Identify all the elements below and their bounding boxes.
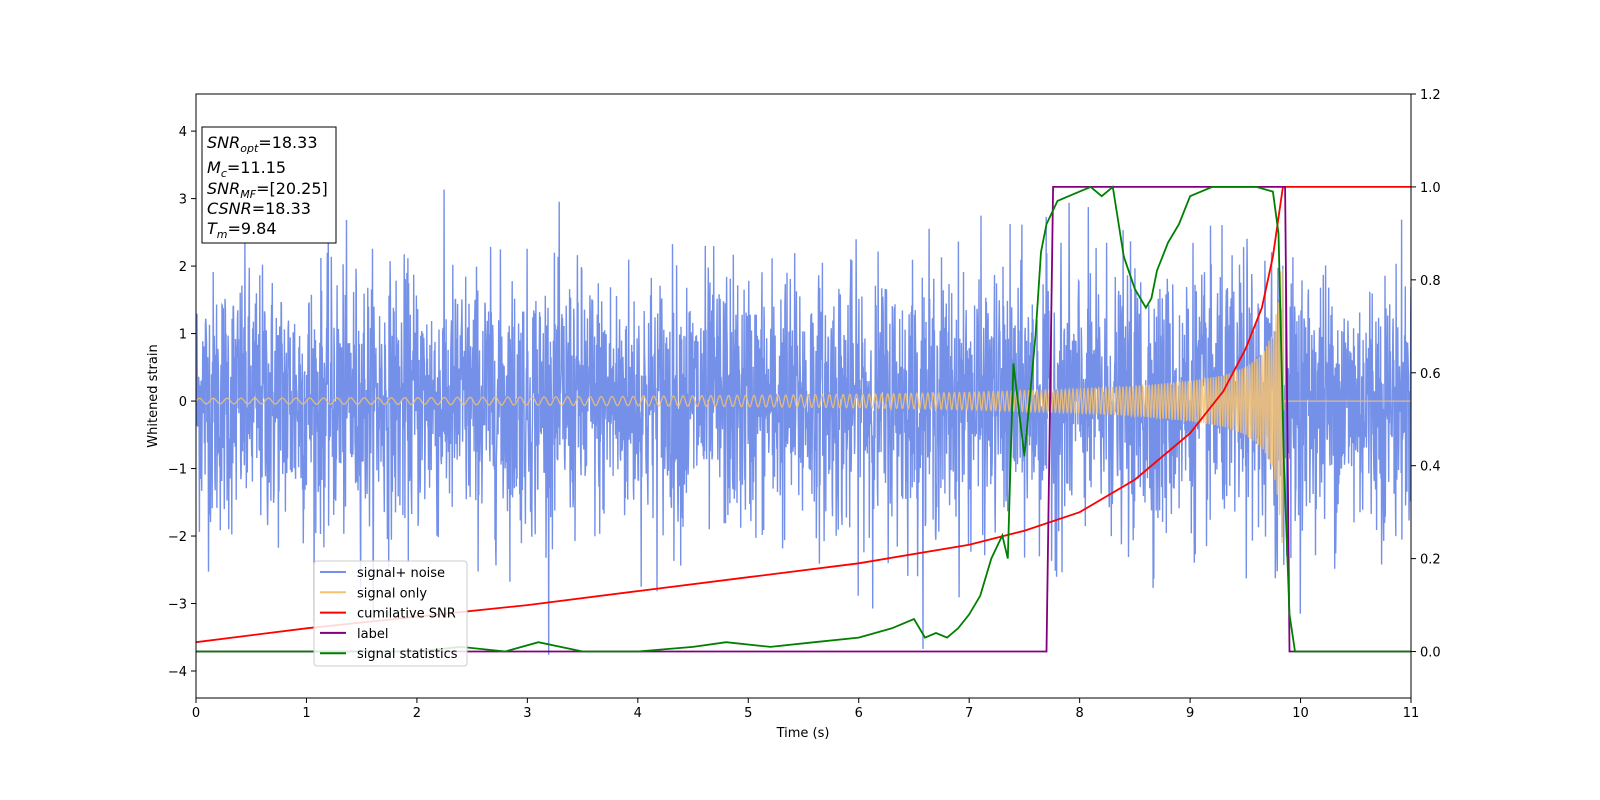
x-tick-label: 4 xyxy=(634,706,642,721)
x-tick-label: 8 xyxy=(1075,706,1083,721)
x-tick-label: 0 xyxy=(192,706,200,721)
x-tick-label: 9 xyxy=(1186,706,1194,721)
y-tick-label: 1 xyxy=(179,328,187,343)
x-tick-label: 3 xyxy=(523,706,531,721)
y-tick-label: −2 xyxy=(168,530,187,545)
y2-tick-label: 1.2 xyxy=(1420,88,1441,103)
legend-frame xyxy=(313,560,468,667)
x-tick-label: 7 xyxy=(965,706,973,721)
series-signal-only xyxy=(196,268,1411,544)
info-box-line: Tm=9.84 xyxy=(207,219,277,241)
legend-label: cumilative SNR xyxy=(357,607,456,622)
info-box: SNRopt=18.33 Mc=11.15SNRMF=[20.25]CSNR=18… xyxy=(201,126,337,244)
y-axis: −4 −3 −2 −1 0 1 2 3 4 xyxy=(168,125,196,680)
x-tick-label: 11 xyxy=(1403,706,1420,721)
y2-tick-label: 1.0 xyxy=(1420,181,1441,196)
series-cumulative-snr xyxy=(196,185,1411,644)
y-tick-label: −1 xyxy=(168,463,187,478)
y-tick-label: 2 xyxy=(179,260,187,275)
y2-tick-label: 0.6 xyxy=(1420,367,1441,382)
y2-tick-label: 0.2 xyxy=(1420,553,1441,568)
y-tick-label: −3 xyxy=(168,598,187,613)
x-tick-label: 2 xyxy=(413,706,421,721)
y-tick-label: 3 xyxy=(179,193,187,208)
info-box-frame xyxy=(201,126,337,244)
series-signal-statistics xyxy=(196,185,1411,653)
legend: signal+ noise signal only cumilative SNR la… xyxy=(313,560,468,667)
info-box-line: Mc=11.15 xyxy=(207,158,286,180)
x-axis-label: Time (s) xyxy=(776,726,830,741)
y-tick-label: 4 xyxy=(179,125,187,140)
y2-tick-label: 0.8 xyxy=(1420,274,1441,289)
info-box-line: CSNR=18.33 xyxy=(207,199,311,218)
x-tick-label: 10 xyxy=(1292,706,1309,721)
info-box-line: SNRopt=18.33 xyxy=(207,133,318,155)
y2-tick-label: 0.0 xyxy=(1420,646,1441,661)
x-tick-label: 5 xyxy=(744,706,752,721)
x-tick-label: 6 xyxy=(855,706,863,721)
plot-frame xyxy=(195,93,1412,699)
legend-label: label xyxy=(357,627,388,642)
x-axis: 0 1 2 3 4 5 6 7 8 9 10 11 xyxy=(192,698,1419,721)
plot-area xyxy=(196,185,1411,655)
legend-label: signal statistics xyxy=(357,647,458,662)
y2-axis-right: 0.0 0.2 0.4 0.6 0.8 1.0 1.2 xyxy=(1411,88,1441,661)
legend-label: signal only xyxy=(357,586,427,601)
info-box-line: SNRMF=[20.25] xyxy=(207,179,328,201)
y-axis-label: Whitened strain xyxy=(146,344,161,447)
y2-tick-label: 0.4 xyxy=(1420,460,1441,475)
x-tick-label: 1 xyxy=(302,706,310,721)
y-tick-label: −4 xyxy=(168,665,187,680)
y-tick-label: 0 xyxy=(179,395,187,410)
legend-label: signal+ noise xyxy=(357,566,445,581)
